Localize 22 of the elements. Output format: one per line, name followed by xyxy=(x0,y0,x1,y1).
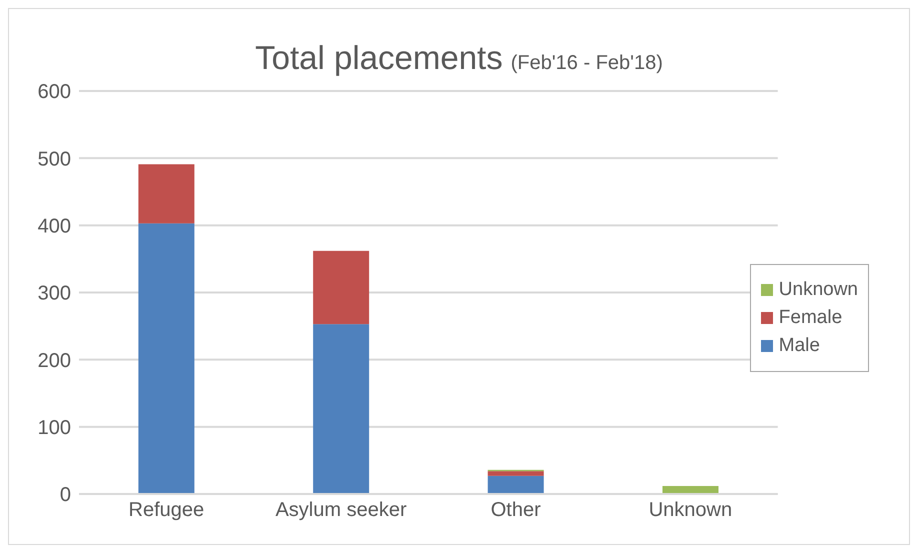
y-tick-label: 200 xyxy=(38,350,71,372)
y-tick-label: 600 xyxy=(38,81,71,104)
chart-subtitle: (Feb'16 - Feb'18) xyxy=(510,52,663,74)
bar xyxy=(313,250,370,324)
legend-label: Female xyxy=(778,307,842,329)
y-tick-label: 0 xyxy=(60,484,71,506)
y-tick-label: 400 xyxy=(38,215,71,238)
x-tick-label: Other xyxy=(490,499,542,522)
y-tick-label: 100 xyxy=(38,416,71,439)
bar xyxy=(313,324,370,494)
x-tick-label: Asylum seeker xyxy=(275,499,407,522)
legend-label: Unknown xyxy=(778,279,858,301)
bar xyxy=(488,476,544,494)
y-tick-label: 500 xyxy=(38,148,71,170)
legend-label: Male xyxy=(778,335,820,357)
x-tick-label: Refugee xyxy=(128,499,204,522)
y-tick-label: 300 xyxy=(38,282,71,305)
bar xyxy=(138,164,194,224)
chart-title: Total placements xyxy=(255,39,503,76)
bar xyxy=(488,471,544,476)
x-tick-label: Unknown xyxy=(648,499,732,522)
bar xyxy=(138,223,194,494)
